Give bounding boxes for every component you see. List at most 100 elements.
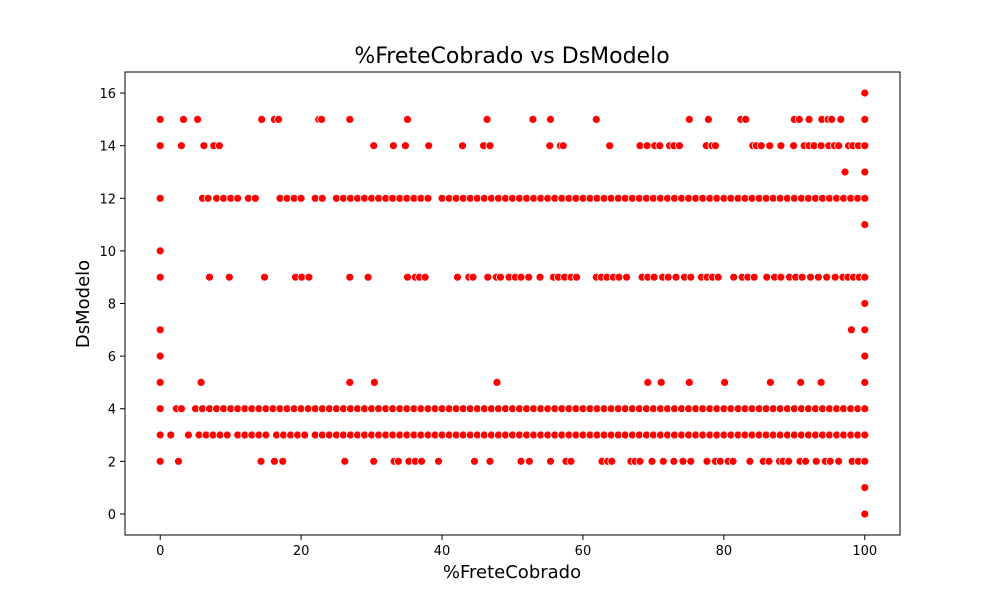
data-point: [183, 430, 193, 440]
x-tick-label: 20: [293, 544, 310, 559]
data-point: [424, 141, 434, 151]
y-tick-label: 14: [99, 140, 116, 155]
data-point: [860, 220, 870, 230]
data-point: [686, 456, 696, 466]
data-point: [453, 272, 462, 282]
points-layer: [155, 88, 870, 519]
data-point: [492, 377, 502, 387]
data-point: [720, 377, 729, 387]
data-point: [614, 272, 624, 282]
data-point: [155, 404, 165, 414]
data-point: [789, 141, 798, 151]
data-point: [860, 404, 870, 414]
data-point: [403, 272, 412, 282]
y-tick-label: 16: [99, 87, 116, 102]
data-point: [468, 272, 478, 282]
data-point: [649, 272, 659, 282]
data-point: [860, 483, 870, 493]
data-point: [304, 272, 314, 282]
data-point: [566, 456, 576, 466]
data-point: [482, 115, 492, 124]
data-point: [545, 141, 555, 151]
data-point: [257, 115, 267, 124]
data-point: [728, 456, 738, 466]
data-point: [825, 456, 835, 466]
data-point: [860, 193, 870, 203]
data-point: [836, 115, 846, 124]
data-point: [296, 193, 306, 203]
data-point: [458, 141, 467, 151]
data-point: [423, 193, 433, 203]
y-tick-label: 6: [108, 350, 116, 365]
data-point: [155, 115, 165, 124]
data-point: [369, 141, 379, 151]
data-point: [643, 377, 653, 387]
data-point: [528, 115, 538, 124]
data-point: [749, 272, 759, 282]
data-point: [485, 456, 495, 466]
data-point: [816, 377, 826, 387]
data-point: [702, 456, 712, 466]
data-point: [174, 456, 183, 466]
data-point: [300, 430, 310, 440]
data-point: [558, 141, 568, 151]
data-point: [860, 299, 870, 308]
data-point: [546, 115, 555, 124]
data-point: [155, 325, 165, 335]
data-point: [155, 430, 165, 440]
data-point: [684, 377, 694, 387]
data-point: [483, 272, 493, 282]
data-point: [642, 141, 652, 151]
data-point: [203, 193, 213, 203]
data-point: [250, 193, 260, 203]
data-point: [345, 272, 355, 282]
data-point: [827, 115, 837, 124]
data-point: [776, 272, 786, 282]
data-point: [417, 456, 427, 466]
data-point: [715, 456, 725, 466]
x-tick-label: 60: [575, 544, 592, 559]
data-point: [784, 456, 794, 466]
data-point: [340, 456, 350, 466]
data-point: [796, 377, 806, 387]
data-point: [684, 115, 694, 124]
data-point: [860, 430, 870, 440]
data-point: [806, 272, 815, 282]
data-point: [388, 141, 398, 151]
data-point: [485, 141, 495, 151]
x-axis-label: %FreteCobrado: [443, 562, 581, 583]
data-point: [713, 272, 723, 282]
y-tick-label: 2: [108, 455, 116, 470]
data-point: [591, 115, 601, 124]
data-point: [155, 272, 165, 282]
data-point: [179, 115, 188, 124]
data-point: [224, 272, 234, 282]
x-tick-label: 40: [434, 544, 451, 559]
data-point: [745, 456, 755, 466]
data-point: [516, 456, 526, 466]
data-point: [635, 456, 645, 466]
data-point: [813, 272, 823, 282]
data-point: [155, 377, 165, 387]
y-tick-label: 10: [99, 245, 116, 260]
data-point: [860, 272, 870, 282]
data-point: [269, 456, 279, 466]
data-point: [434, 456, 443, 466]
data-point: [816, 141, 826, 151]
data-point: [765, 141, 775, 151]
data-point: [233, 193, 243, 203]
x-tick-label: 80: [716, 544, 733, 559]
data-point: [572, 272, 581, 282]
data-point: [860, 115, 870, 124]
data-point: [847, 325, 856, 335]
y-tick-label: 4: [108, 403, 116, 418]
data-point: [860, 325, 870, 335]
data-point: [516, 272, 526, 282]
data-point: [199, 141, 209, 151]
data-point: [671, 272, 681, 282]
data-point: [420, 272, 430, 282]
data-point: [496, 272, 505, 282]
data-point: [205, 272, 214, 282]
x-tick-label: 100: [852, 544, 877, 559]
